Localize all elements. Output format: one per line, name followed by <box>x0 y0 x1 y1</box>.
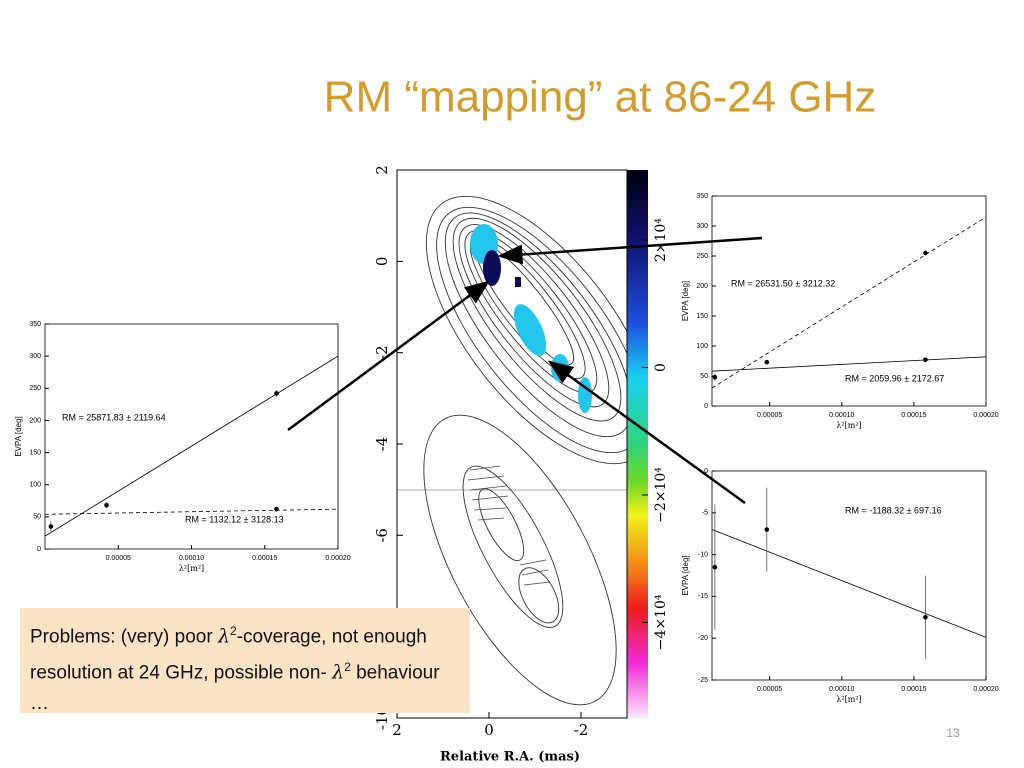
x-tick-label: 2 <box>392 721 402 739</box>
fit-label: RM = 26531.50 ± 3212.32 <box>731 278 835 288</box>
x-tick-label: 0.00015 <box>901 412 926 419</box>
arrows <box>287 236 763 505</box>
x-tick-label: 0.00005 <box>757 412 782 419</box>
data-point <box>923 615 928 620</box>
note-text: behaviour … <box>30 662 440 714</box>
x-tick-label: 0 <box>484 721 494 739</box>
fit-label: RM = 2059.96 ± 2172.67 <box>845 373 944 383</box>
plot-frame <box>44 323 339 550</box>
y-tick-label: 200 <box>696 283 708 290</box>
x-tick-label: 0.00020 <box>973 412 998 419</box>
note-text: -coverage, not enough resolution at 24 G… <box>30 626 427 684</box>
note-superscript: 2 <box>230 624 237 638</box>
y-tick-label: 300 <box>29 353 41 360</box>
y-axis-label: EVPA [deg] <box>14 416 23 456</box>
y-tick-label: -2 <box>373 345 391 360</box>
x-tick-label: 0.00010 <box>179 555 204 562</box>
data-point <box>712 374 718 380</box>
x-tick-label: 0.00015 <box>901 686 926 693</box>
colorbar-tick-label: 0 <box>653 363 669 372</box>
data-point <box>274 391 279 396</box>
x-tick-label: 0.00010 <box>829 686 854 693</box>
data-point <box>923 357 928 363</box>
y-tick-label: -4 <box>373 437 391 452</box>
x-tick-label: 0.00005 <box>757 686 782 693</box>
note-symbol: λ <box>332 661 345 684</box>
page-number: 13 <box>946 726 960 740</box>
y-axis-label: EVPA [deg] <box>681 555 690 595</box>
y-tick-label: 2 <box>373 165 391 175</box>
y-tick-label: 0 <box>373 257 391 267</box>
data-point <box>764 359 770 365</box>
data-point <box>764 527 770 532</box>
y-tick-label: 100 <box>696 343 708 350</box>
fit-line <box>711 529 987 638</box>
y-tick-label: -15 <box>698 593 708 600</box>
colorbar-tick-label: 2×10⁴ <box>653 218 669 262</box>
x-axis-label: Relative R.A. (mas) <box>440 750 580 765</box>
x-tick-label: 0.00015 <box>252 555 277 562</box>
y-tick-label: 0 <box>704 468 708 475</box>
y-tick-label: -6 <box>373 528 391 543</box>
fit-line <box>44 355 339 537</box>
fit-line <box>711 356 987 372</box>
data-point <box>923 250 928 256</box>
slide-title: RM “mapping” at 86-24 GHz <box>324 73 877 122</box>
x-tick-label: 0.00010 <box>829 412 854 419</box>
colorbar-tick-label: −4×10⁴ <box>653 594 669 650</box>
y-tick-label: 0 <box>704 403 708 410</box>
x-tick-label: 0.00020 <box>973 686 998 693</box>
x-axis-label: λ²[m²] <box>836 421 861 430</box>
fit-label: RM = 1132.12 ± 3128.13 <box>185 514 284 524</box>
note-box: Problems: (very) poor λ2-coverage, not e… <box>20 608 470 714</box>
data-point <box>712 564 718 570</box>
data-point <box>48 524 54 529</box>
x-tick-label: 0.00020 <box>325 555 350 562</box>
fit-label: RM = 25871.83 ± 2119.64 <box>62 412 166 422</box>
y-tick-label: 350 <box>29 321 41 328</box>
plot-frame <box>711 195 987 407</box>
note-symbol: λ <box>217 625 230 648</box>
y-tick-label: 150 <box>696 313 708 320</box>
x-tick-label: -2 <box>574 721 589 739</box>
y-tick-label: 200 <box>29 417 41 424</box>
colorbar-tick-label: −2×10⁴ <box>653 467 669 523</box>
y-tick-label: -25 <box>698 677 708 684</box>
y-tick-label: 300 <box>696 223 708 230</box>
y-tick-label: 0 <box>37 546 41 553</box>
y-tick-label: 350 <box>696 193 708 200</box>
fit-line <box>711 216 987 389</box>
data-point <box>104 502 109 508</box>
fit-label: RM = -1188.32 ± 697.16 <box>845 505 942 515</box>
y-tick-label: 50 <box>700 373 708 380</box>
y-tick-label: 250 <box>696 253 708 260</box>
y-tick-label: -5 <box>702 510 708 517</box>
colorbar <box>627 170 648 718</box>
y-tick-label: 150 <box>29 449 41 456</box>
y-tick-label: 50 <box>33 514 41 521</box>
y-tick-label: -10 <box>698 551 708 558</box>
note-text: Problems: (very) poor <box>30 626 218 648</box>
note-superscript: 2 <box>344 660 351 675</box>
x-tick-label: 0.00005 <box>106 555 131 562</box>
x-axis-label: λ²[m²] <box>836 695 861 704</box>
x-axis-label: λ²[m²] <box>179 564 204 573</box>
y-tick-label: -20 <box>698 635 708 642</box>
data-point <box>274 506 279 512</box>
y-tick-label: 100 <box>29 482 41 489</box>
plot-frame <box>711 470 987 681</box>
y-tick-label: 250 <box>29 385 41 392</box>
y-axis-label: EVPA [deg] <box>681 281 690 321</box>
